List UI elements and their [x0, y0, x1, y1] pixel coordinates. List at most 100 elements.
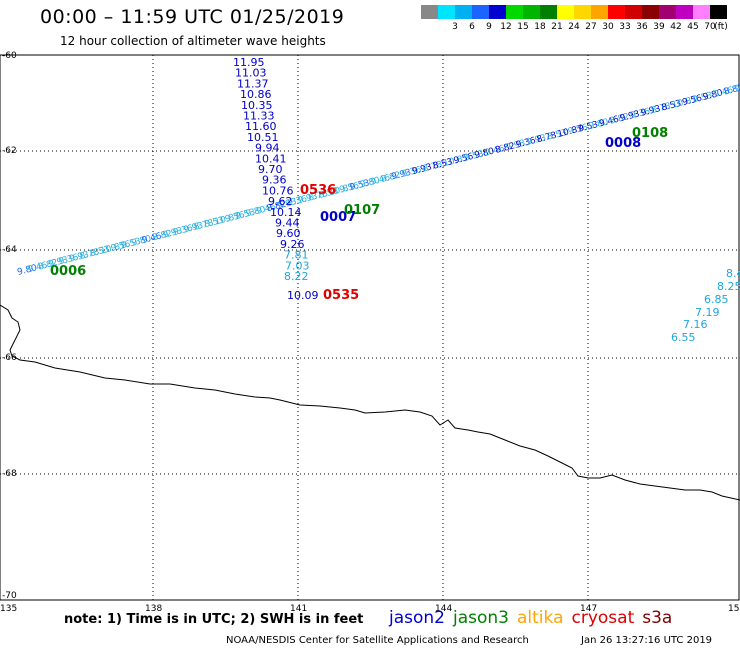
- track-value: 9.93: [47, 255, 69, 270]
- lon-label: 138: [145, 604, 163, 614]
- track-value: 9.36: [629, 107, 651, 122]
- track-value: 8.53: [546, 128, 568, 143]
- track-value: 9.56: [681, 93, 703, 108]
- legend-swatch: [591, 5, 608, 19]
- pass-label: 0535: [323, 288, 359, 303]
- map-frame: [0, 54, 740, 601]
- track-value: 8.82: [609, 112, 631, 127]
- track-value: 10.14: [270, 206, 302, 219]
- legend-label: 24: [568, 22, 580, 32]
- track-value: 11.60: [245, 120, 277, 133]
- track-value: 9.46: [255, 202, 277, 217]
- legend-label: 12: [500, 22, 512, 32]
- track-value: 9.44: [275, 217, 300, 230]
- pass-label: 0107: [344, 203, 380, 218]
- track-value: 9.36: [515, 136, 537, 151]
- track-value: 11.95: [233, 56, 265, 69]
- legend-swatch: [523, 5, 540, 19]
- pass-label: 0108: [632, 126, 668, 141]
- track-value: 9.53: [120, 237, 142, 252]
- legend-swatch: [625, 5, 642, 19]
- pass-label: 0007: [320, 210, 356, 225]
- track-value: 9.93: [162, 226, 184, 241]
- satellite-name: s3a: [642, 608, 673, 628]
- track-value: 9.93: [411, 162, 433, 177]
- track-value: 8.82: [723, 83, 740, 98]
- track-value: 8.53: [318, 186, 340, 201]
- track-value: 9.56: [453, 152, 475, 167]
- track-value: 9.93: [68, 250, 90, 265]
- track-value: 9.80: [131, 234, 153, 249]
- lat-label: -64: [2, 245, 17, 255]
- satellite-name: cryosat: [571, 608, 635, 628]
- legend-label: 33: [619, 22, 631, 32]
- track-value: 8.82: [266, 200, 288, 215]
- track-value: 9.93: [525, 133, 547, 148]
- legend-label: 15: [517, 22, 529, 32]
- legend-label: 36: [636, 22, 648, 32]
- legend-unit: (ft): [714, 22, 728, 32]
- credit-line: NOAA/NESDIS Center for Satellite Applica…: [226, 635, 529, 646]
- lat-label: -70: [2, 591, 17, 601]
- track-value: 7.19: [695, 306, 720, 319]
- track-value: 8.78: [422, 160, 444, 175]
- track-value: 9.46: [484, 144, 506, 159]
- track-value: 8.4: [726, 267, 740, 280]
- color-legend: 3 6 9 12 15 18 21 24 27 30 33 36 39 42 45 70 (ft): [421, 5, 731, 35]
- legend-label: 45: [687, 22, 699, 32]
- track-value: 9.80: [588, 117, 610, 132]
- track-value: 9.94: [255, 142, 280, 155]
- track-value: 8.78: [536, 131, 558, 146]
- generation-timestamp: Jan 26 13:27:16 UTC 2019: [581, 635, 713, 646]
- legend-swatch: [506, 5, 523, 19]
- satellite-legend: jason2 jason3 altika cryosat s3a: [389, 608, 680, 628]
- legend-swatch: [540, 5, 557, 19]
- satellite-name: altika: [517, 608, 564, 628]
- track-value: 9.53: [349, 178, 371, 193]
- track-value: 8.25: [717, 280, 740, 293]
- track-value: 8.82: [37, 258, 59, 273]
- track-value: 9.53: [577, 120, 599, 135]
- track-value: 8.53: [203, 216, 225, 231]
- track-value: 9.46: [598, 115, 620, 130]
- graticule: [0, 55, 740, 600]
- track-value: 9.46: [27, 261, 49, 276]
- track-value: 9.93: [183, 221, 205, 236]
- track-value: 8.78: [193, 218, 215, 233]
- satellite-name: jason2: [389, 608, 445, 628]
- track-value: 9.36: [262, 174, 287, 187]
- pass-label: 0536: [300, 183, 336, 198]
- legend-swatch: [710, 5, 727, 19]
- track-value: 9.93: [619, 109, 641, 124]
- track-value: 7.81: [284, 249, 309, 262]
- footer-note: note: 1) Time is in UTC; 2) SWH is in fe…: [64, 612, 364, 627]
- lat-label: -68: [2, 469, 17, 479]
- track-value: 9.36: [172, 223, 194, 238]
- track-value: 10.86: [240, 88, 272, 101]
- track-value: 9.46: [712, 85, 734, 100]
- track-value: 11.03: [235, 67, 267, 80]
- track-value: 9.53: [234, 208, 256, 223]
- chart-title: 00:00 – 11:59 UTC 01/25/2019: [40, 6, 345, 28]
- track-value: 10.09: [287, 289, 319, 302]
- legend-swatch: [438, 5, 455, 19]
- track-value: 9.60: [276, 227, 301, 240]
- track-value: 9.36: [286, 194, 308, 209]
- vertical-track: 11.9511.0311.3710.8610.3511.3311.6010.51…: [233, 56, 319, 302]
- track-value: 8.53: [89, 245, 111, 260]
- satellite-name: jason3: [453, 608, 509, 628]
- legend-swatch: [574, 5, 591, 19]
- lon-label: 150: [728, 604, 740, 614]
- track-value: 9.36: [401, 165, 423, 180]
- track-value: 9.56: [110, 239, 132, 254]
- lat-label: -60: [2, 51, 17, 61]
- track-value: 7.16: [683, 318, 708, 331]
- track-value: 9.26: [280, 238, 305, 251]
- track-value: 8.53: [661, 99, 683, 114]
- legend-label: 39: [653, 22, 665, 32]
- track-value: 9.80: [702, 88, 724, 103]
- legend-label: 21: [551, 22, 563, 32]
- legend-swatch: [455, 5, 472, 19]
